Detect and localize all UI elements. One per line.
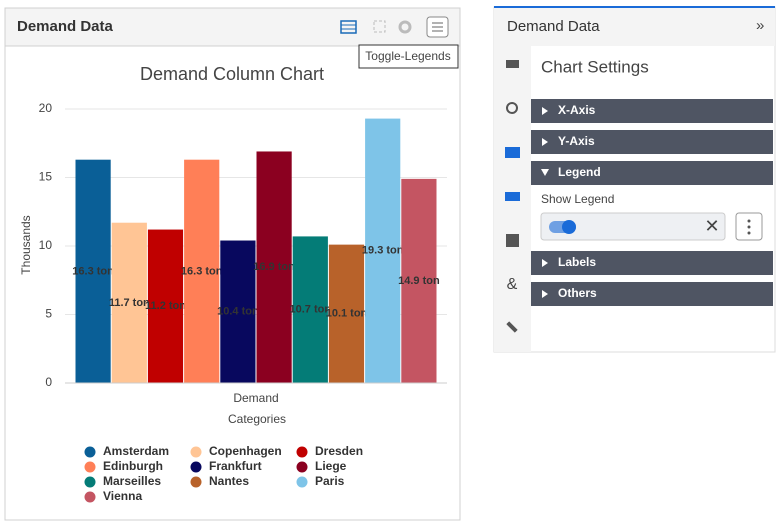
bar [220, 240, 256, 383]
wrench-icon[interactable] [506, 321, 518, 333]
table-icon[interactable] [340, 20, 357, 34]
legend-label: Edinburgh [103, 459, 163, 473]
legend-label: Marseilles [103, 474, 161, 488]
legend-marker [190, 476, 202, 488]
tooltip-text: Toggle-Legends [365, 49, 450, 63]
y-tick-label: 20 [39, 101, 53, 115]
legend-select[interactable] [540, 212, 726, 241]
section-title: Others [558, 286, 597, 300]
section-title: X-Axis [558, 103, 596, 117]
section-title: Legend [558, 165, 601, 179]
panel-header [4, 7, 461, 47]
value-label: 11.2 ton [145, 300, 186, 312]
section-bar[interactable] [531, 99, 773, 123]
collapse-icon[interactable]: » [756, 17, 764, 34]
legend-label: Dresden [315, 444, 363, 458]
legend-marker [190, 446, 202, 458]
value-label: 11.7 ton [109, 297, 150, 309]
sections: X-Axis Y-Axis Legend Labels Others [531, 99, 773, 306]
show-legend-label: Show Legend [541, 192, 614, 206]
layers-icon[interactable] [506, 60, 519, 68]
side-icons: & [505, 60, 520, 333]
others-icon[interactable]: & [507, 276, 518, 293]
bar [111, 222, 147, 383]
value-label: 16.3 ton [72, 265, 114, 277]
bar [184, 159, 220, 383]
clear-icon[interactable]: ✕ [704, 216, 719, 236]
legend-label: Paris [315, 474, 345, 488]
settings-header-title: Demand Data [507, 18, 600, 35]
legend-marker [84, 461, 96, 473]
legend-marker [84, 491, 96, 503]
value-label: 19.3 ton [362, 245, 404, 257]
legend-label: Liege [315, 459, 347, 473]
section-title: Labels [558, 255, 596, 269]
bar [365, 118, 401, 383]
legend-label: Frankfurt [209, 459, 262, 473]
panel-title: Demand Data [17, 18, 114, 35]
legend-marker [84, 446, 96, 458]
settings-header [494, 8, 775, 46]
settings-icon[interactable] [398, 20, 412, 34]
y-axis-title: Thousands [19, 215, 33, 274]
panel-accent [494, 6, 775, 8]
x-tick-label: Demand [233, 391, 278, 405]
bar [292, 236, 328, 383]
bar [256, 151, 292, 383]
y-tick-label: 10 [39, 238, 53, 252]
legend-icon[interactable] [505, 192, 520, 201]
link-icon[interactable] [506, 102, 518, 114]
section-arrow [542, 259, 548, 267]
expand-icon[interactable] [373, 20, 386, 33]
legend-marker [190, 461, 202, 473]
labels-icon[interactable] [506, 234, 519, 247]
section-bar[interactable] [531, 251, 773, 275]
legend-label: Nantes [209, 474, 249, 488]
value-label: 16.9 ton [253, 261, 295, 273]
value-label: 16.3 ton [181, 265, 223, 277]
bar [328, 244, 365, 383]
toggle-knob[interactable] [562, 220, 576, 234]
section-title: Y-Axis [558, 134, 595, 148]
section-arrow [542, 290, 548, 298]
bar [401, 178, 437, 383]
value-label: 10.1 ton [326, 308, 368, 320]
legend-label: Vienna [103, 489, 142, 503]
tooltip [358, 44, 459, 69]
section-arrow [542, 138, 548, 146]
chart-title: Demand Column Chart [140, 64, 324, 84]
more-dots [747, 219, 751, 235]
section-arrow [542, 107, 548, 115]
area-icon[interactable] [505, 147, 520, 158]
section-bar[interactable] [531, 130, 773, 154]
value-label: 14.9 ton [398, 275, 440, 287]
value-label: 10.7 ton [290, 304, 332, 316]
chart: Demand Column Chart Categories Thousands… [19, 64, 447, 503]
bar [75, 159, 111, 383]
section-bar[interactable] [531, 282, 773, 306]
section-arrow [541, 169, 549, 176]
settings-title: Chart Settings [541, 57, 649, 76]
value-label: 10.4 ton [217, 306, 259, 318]
section-bar[interactable] [531, 161, 773, 185]
y-tick-label: 5 [45, 307, 52, 321]
y-tick-label: 0 [45, 375, 52, 389]
legend-marker [296, 476, 308, 488]
legend-marker [84, 476, 96, 488]
y-tick-label: 15 [39, 170, 53, 184]
menu-button[interactable] [426, 16, 449, 38]
legend-marker [296, 446, 308, 458]
legend-marker [296, 461, 308, 473]
bar [147, 229, 184, 383]
legend-label: Copenhagen [209, 444, 282, 458]
legend-label: Amsterdam [103, 444, 169, 458]
x-axis-title: Categories [228, 412, 286, 426]
